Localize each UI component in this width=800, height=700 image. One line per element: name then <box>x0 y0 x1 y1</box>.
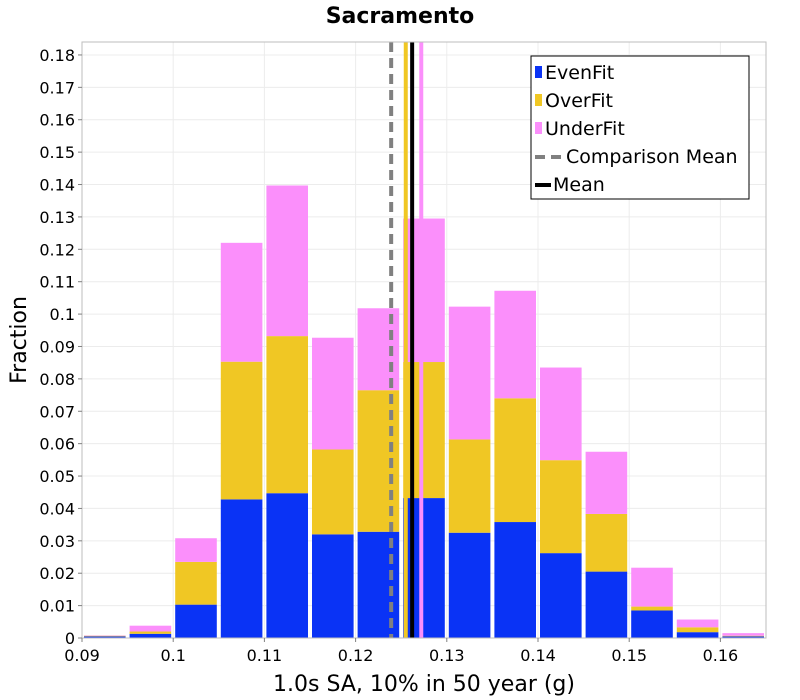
bar-underfit-7 <box>403 218 445 363</box>
bar-underfit-11 <box>585 451 628 514</box>
y-tick-label: 0.04 <box>39 499 75 518</box>
y-tick-label: 0.06 <box>39 435 75 454</box>
bar-evenfit-5 <box>312 534 354 638</box>
bar-overfit-13 <box>676 627 719 633</box>
y-tick-label: 0 <box>65 629 75 648</box>
bar-underfit-4 <box>266 185 308 337</box>
legend-label-underfit: UnderFit <box>545 118 625 140</box>
bar-evenfit-8 <box>448 532 491 638</box>
bar-evenfit-10 <box>540 553 582 638</box>
bar-underfit-12 <box>631 567 673 607</box>
bar-evenfit-4 <box>266 493 308 638</box>
legend-label-overfit: OverFit <box>545 90 613 112</box>
legend-swatch-underfit <box>535 122 542 134</box>
bar-underfit-13 <box>676 619 719 628</box>
x-tick-label: 0.12 <box>338 646 374 665</box>
bar-underfit-5 <box>312 337 354 450</box>
bar-overfit-0 <box>84 635 126 637</box>
bar-evenfit-2 <box>175 604 217 638</box>
y-tick-label: 0.17 <box>39 78 75 97</box>
x-tick-label: 0.14 <box>520 646 556 665</box>
y-tick-label: 0.09 <box>39 337 75 356</box>
x-axis-ticks: 0.09 0.1 0.11 0.12 0.13 0.14 0.15 0.16 <box>64 638 738 665</box>
y-axis-label: Fraction <box>7 296 32 384</box>
bar-evenfit-12 <box>631 610 673 638</box>
bar-overfit-2 <box>175 561 217 605</box>
y-tick-label: 0.13 <box>39 208 75 227</box>
bars-group <box>84 185 764 638</box>
bar-overfit-9 <box>494 398 536 523</box>
y-tick-label: 0.14 <box>39 176 75 195</box>
y-tick-label: 0.01 <box>39 597 75 616</box>
bar-underfit-3 <box>220 242 263 362</box>
bar-evenfit-1 <box>129 633 172 638</box>
bar-overfit-10 <box>540 460 582 554</box>
reference-lines <box>389 42 424 638</box>
x-tick-label: 0.11 <box>247 646 283 665</box>
bar-overfit-5 <box>312 449 354 535</box>
y-tick-label: 0.11 <box>39 273 75 292</box>
bar-underfit-1 <box>129 625 172 632</box>
legend: EvenFit OverFit UnderFit Comparison Mean Mea… <box>530 55 750 200</box>
legend-swatch-evenfit <box>535 66 542 78</box>
y-tick-label: 0.1 <box>50 305 75 324</box>
bar-underfit-8 <box>448 306 491 440</box>
x-axis-label: 1.0s SA, 10% in 50 year (g) <box>273 672 575 697</box>
y-tick-label: 0.18 <box>39 46 75 65</box>
bar-overfit-4 <box>266 336 308 494</box>
bar-underfit-9 <box>494 290 536 399</box>
bar-underfit-2 <box>175 538 217 562</box>
bar-overfit-1 <box>129 631 172 634</box>
legend-label-evenfit: EvenFit <box>545 62 614 84</box>
bar-overfit-8 <box>448 439 491 533</box>
y-tick-label: 0.07 <box>39 402 75 421</box>
bar-overfit-7 <box>403 362 445 499</box>
bar-evenfit-14 <box>722 636 764 638</box>
y-tick-label: 0.08 <box>39 370 75 389</box>
y-tick-label: 0.12 <box>39 240 75 259</box>
y-tick-label: 0.03 <box>39 532 75 551</box>
y-axis-ticks: 0 0.01 0.02 0.03 0.04 0.05 0.06 0.07 0.08 0.09 0.1… <box>39 46 82 648</box>
x-tick-label: 0.16 <box>703 646 739 665</box>
x-tick-label: 0.09 <box>64 646 100 665</box>
bar-evenfit-0 <box>84 636 126 638</box>
y-tick-label: 0.16 <box>39 111 75 130</box>
legend-label-comparison-mean: Comparison Mean <box>566 146 738 168</box>
bar-overfit-11 <box>585 513 628 572</box>
x-tick-label: 0.1 <box>160 646 185 665</box>
y-tick-label: 0.02 <box>39 564 75 583</box>
y-tick-label: 0.15 <box>39 143 75 162</box>
bar-overfit-12 <box>631 606 673 611</box>
bar-overfit-3 <box>220 361 263 500</box>
bar-evenfit-11 <box>585 571 628 638</box>
bar-evenfit-13 <box>676 632 719 638</box>
legend-label-mean: Mean <box>553 174 605 196</box>
legend-swatch-overfit <box>535 94 542 106</box>
plot-border <box>81 41 767 639</box>
legend-box <box>530 55 750 200</box>
bar-underfit-14 <box>722 633 764 636</box>
bar-overfit-14 <box>722 635 764 637</box>
bar-evenfit-7 <box>403 498 445 638</box>
bar-underfit-10 <box>540 367 582 461</box>
y-tick-label: 0.05 <box>39 467 75 486</box>
bar-evenfit-3 <box>220 499 263 638</box>
x-tick-label: 0.13 <box>429 646 465 665</box>
chart-title: Sacramento <box>326 4 475 29</box>
x-tick-label: 0.15 <box>611 646 647 665</box>
bar-evenfit-9 <box>494 522 536 638</box>
